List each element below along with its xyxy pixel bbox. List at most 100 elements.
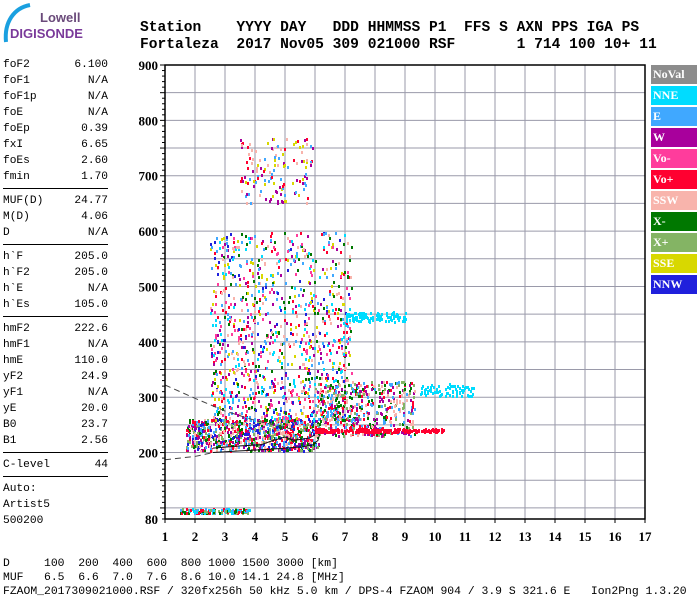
echo-point [247, 321, 249, 324]
echo-point [394, 428, 396, 431]
echo-point [228, 266, 230, 269]
echo-point [254, 316, 256, 319]
echo-point [343, 435, 345, 438]
echo-point [273, 409, 275, 412]
echo-point [326, 312, 328, 315]
echo-point [237, 405, 239, 408]
echo-point [318, 443, 320, 446]
echo-point [381, 405, 383, 408]
echo-point [232, 398, 234, 401]
echo-point [335, 379, 337, 382]
echo-point [331, 303, 333, 306]
echo-point [300, 428, 302, 431]
echo-point [295, 141, 297, 144]
echo-point [273, 411, 275, 414]
echo-point [258, 282, 260, 285]
echo-point [349, 336, 351, 339]
echo-point [215, 421, 217, 424]
echo-point [293, 343, 295, 346]
echo-point [298, 258, 300, 261]
echo-point [432, 392, 434, 395]
echo-point [243, 328, 245, 331]
echo-point [258, 400, 260, 403]
echo-point [248, 334, 250, 337]
echo-point [310, 441, 312, 444]
echo-point [231, 512, 233, 515]
echo-point [311, 413, 313, 416]
echo-point [241, 422, 243, 425]
echo-point [338, 368, 340, 371]
echo-point [336, 351, 338, 354]
echo-point [219, 351, 221, 354]
echo-point [243, 508, 245, 511]
echo-point [331, 404, 333, 407]
echo-point [204, 423, 206, 426]
echo-point [283, 162, 285, 165]
param-value: 20.0 [81, 403, 108, 415]
echo-point [254, 418, 256, 421]
echo-point [323, 233, 325, 236]
legend-item-e: E [651, 107, 697, 126]
echo-point [197, 432, 199, 435]
echo-point [247, 281, 249, 284]
echo-point [310, 145, 312, 148]
echo-point [245, 248, 247, 251]
echo-point [361, 399, 363, 402]
echo-point [306, 143, 308, 146]
echo-point [218, 411, 220, 414]
echo-point [271, 438, 273, 441]
echo-point [251, 442, 253, 445]
echo-point [335, 421, 337, 424]
echo-point [331, 431, 333, 434]
echo-point [238, 248, 240, 251]
echo-point [272, 274, 274, 277]
echo-point [213, 361, 215, 364]
echo-point [220, 419, 222, 422]
echo-point [243, 374, 245, 377]
echo-point [279, 430, 281, 433]
echo-point [224, 243, 226, 246]
echo-point [363, 414, 365, 417]
echo-point [298, 324, 300, 327]
echo-point [239, 422, 241, 425]
echo-point [335, 407, 337, 410]
echo-point [262, 348, 264, 351]
echo-point [217, 407, 219, 410]
echo-point [224, 358, 226, 361]
echo-point [266, 278, 268, 281]
echo-point [275, 331, 277, 334]
echo-point [408, 411, 410, 414]
echo-point [292, 401, 294, 404]
echo-point [401, 394, 403, 397]
echo-point [345, 426, 347, 429]
echo-point [280, 178, 282, 181]
echo-point [344, 271, 346, 274]
echo-point [296, 234, 298, 237]
echo-point [264, 418, 266, 421]
echo-point [210, 450, 212, 453]
echo-point [403, 421, 405, 424]
echo-point [289, 440, 291, 443]
echo-point [431, 384, 433, 387]
echo-point [230, 272, 232, 275]
echo-point [279, 349, 281, 352]
echo-point [269, 428, 271, 431]
echo-point [389, 383, 391, 386]
echo-point [410, 412, 412, 415]
echo-point [277, 292, 279, 295]
echo-point [321, 377, 323, 380]
echo-point [406, 426, 408, 429]
echo-point [225, 273, 227, 276]
echo-point [323, 400, 325, 403]
echo-point [268, 180, 270, 183]
echo-point [304, 421, 306, 424]
echo-point [259, 194, 261, 197]
echo-point [376, 418, 378, 421]
echo-point [228, 373, 230, 376]
echo-point [280, 325, 282, 328]
echo-point [265, 430, 267, 433]
echo-point [258, 310, 260, 313]
echo-point [343, 273, 345, 276]
param-value: 24.77 [74, 195, 108, 207]
echo-point [265, 298, 267, 301]
